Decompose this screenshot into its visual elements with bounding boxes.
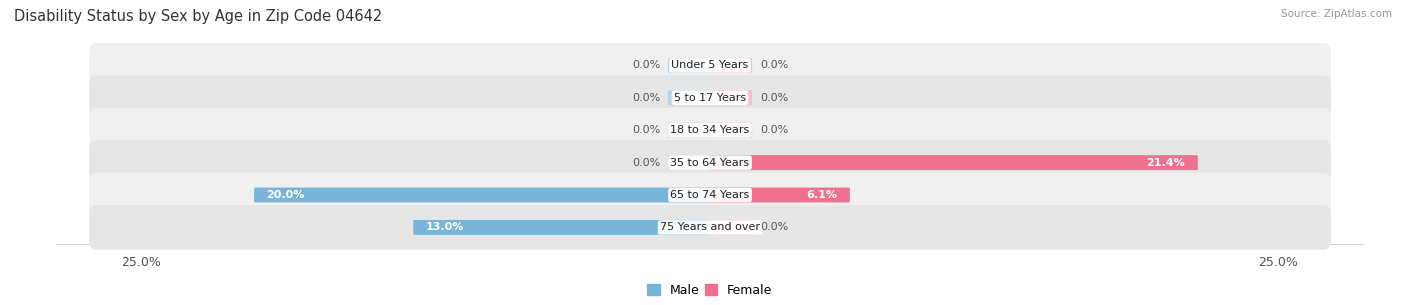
FancyBboxPatch shape — [668, 90, 711, 105]
Text: Under 5 Years: Under 5 Years — [672, 60, 748, 70]
Text: 21.4%: 21.4% — [1146, 158, 1185, 168]
Text: 13.0%: 13.0% — [426, 222, 464, 232]
FancyBboxPatch shape — [709, 155, 1198, 170]
FancyBboxPatch shape — [709, 220, 752, 235]
FancyBboxPatch shape — [668, 123, 711, 138]
FancyBboxPatch shape — [89, 140, 1331, 185]
Text: 65 to 74 Years: 65 to 74 Years — [671, 190, 749, 200]
Text: Disability Status by Sex by Age in Zip Code 04642: Disability Status by Sex by Age in Zip C… — [14, 9, 382, 24]
FancyBboxPatch shape — [668, 155, 711, 170]
Text: 0.0%: 0.0% — [761, 60, 789, 70]
FancyBboxPatch shape — [89, 108, 1331, 152]
FancyBboxPatch shape — [89, 205, 1331, 250]
Text: 0.0%: 0.0% — [631, 158, 659, 168]
Text: 18 to 34 Years: 18 to 34 Years — [671, 125, 749, 135]
Text: 0.0%: 0.0% — [631, 93, 659, 103]
Text: 5 to 17 Years: 5 to 17 Years — [673, 93, 747, 103]
Text: 75 Years and over: 75 Years and over — [659, 222, 761, 232]
Text: 0.0%: 0.0% — [631, 60, 659, 70]
FancyBboxPatch shape — [89, 173, 1331, 217]
Text: 0.0%: 0.0% — [761, 125, 789, 135]
Text: 0.0%: 0.0% — [631, 125, 659, 135]
FancyBboxPatch shape — [709, 58, 752, 73]
Text: 35 to 64 Years: 35 to 64 Years — [671, 158, 749, 168]
FancyBboxPatch shape — [254, 188, 711, 203]
FancyBboxPatch shape — [668, 58, 711, 73]
FancyBboxPatch shape — [709, 123, 752, 138]
Text: 6.1%: 6.1% — [807, 190, 838, 200]
FancyBboxPatch shape — [89, 43, 1331, 88]
FancyBboxPatch shape — [89, 75, 1331, 120]
Text: 0.0%: 0.0% — [761, 93, 789, 103]
Legend: Male, Female: Male, Female — [643, 279, 778, 302]
Text: Source: ZipAtlas.com: Source: ZipAtlas.com — [1281, 9, 1392, 19]
FancyBboxPatch shape — [709, 90, 752, 105]
FancyBboxPatch shape — [709, 188, 849, 203]
Text: 20.0%: 20.0% — [267, 190, 305, 200]
FancyBboxPatch shape — [413, 220, 711, 235]
Text: 0.0%: 0.0% — [761, 222, 789, 232]
